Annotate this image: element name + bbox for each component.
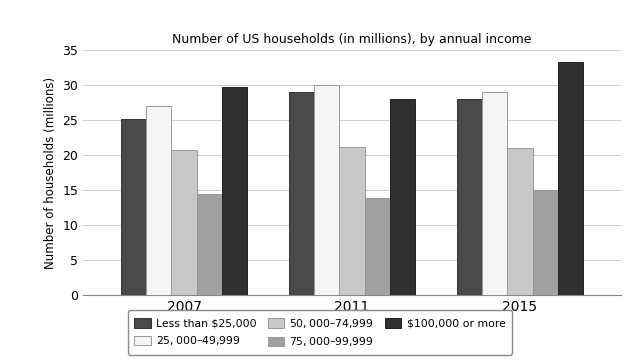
Title: Number of US households (in millions), by annual income: Number of US households (in millions), b… [172,33,532,46]
Bar [508,148,532,295]
Bar [196,194,222,295]
Bar [532,190,558,295]
Bar [339,147,365,295]
Bar [482,93,508,295]
X-axis label: Year: Year [333,320,371,334]
Bar [558,62,583,295]
Bar [314,85,339,295]
Bar [172,150,196,295]
Bar [146,106,172,295]
Bar [390,99,415,295]
Bar [365,198,390,295]
Bar [289,93,314,295]
Bar [457,99,482,295]
Legend: Less than $25,000, $25,000–$49,999, $50,000–$74,999, $75,000–$99,999, $100,000 o: Less than $25,000, $25,000–$49,999, $50,… [128,310,512,355]
Bar [222,87,247,295]
Bar [121,119,146,295]
Y-axis label: Number of households (millions): Number of households (millions) [44,77,57,269]
